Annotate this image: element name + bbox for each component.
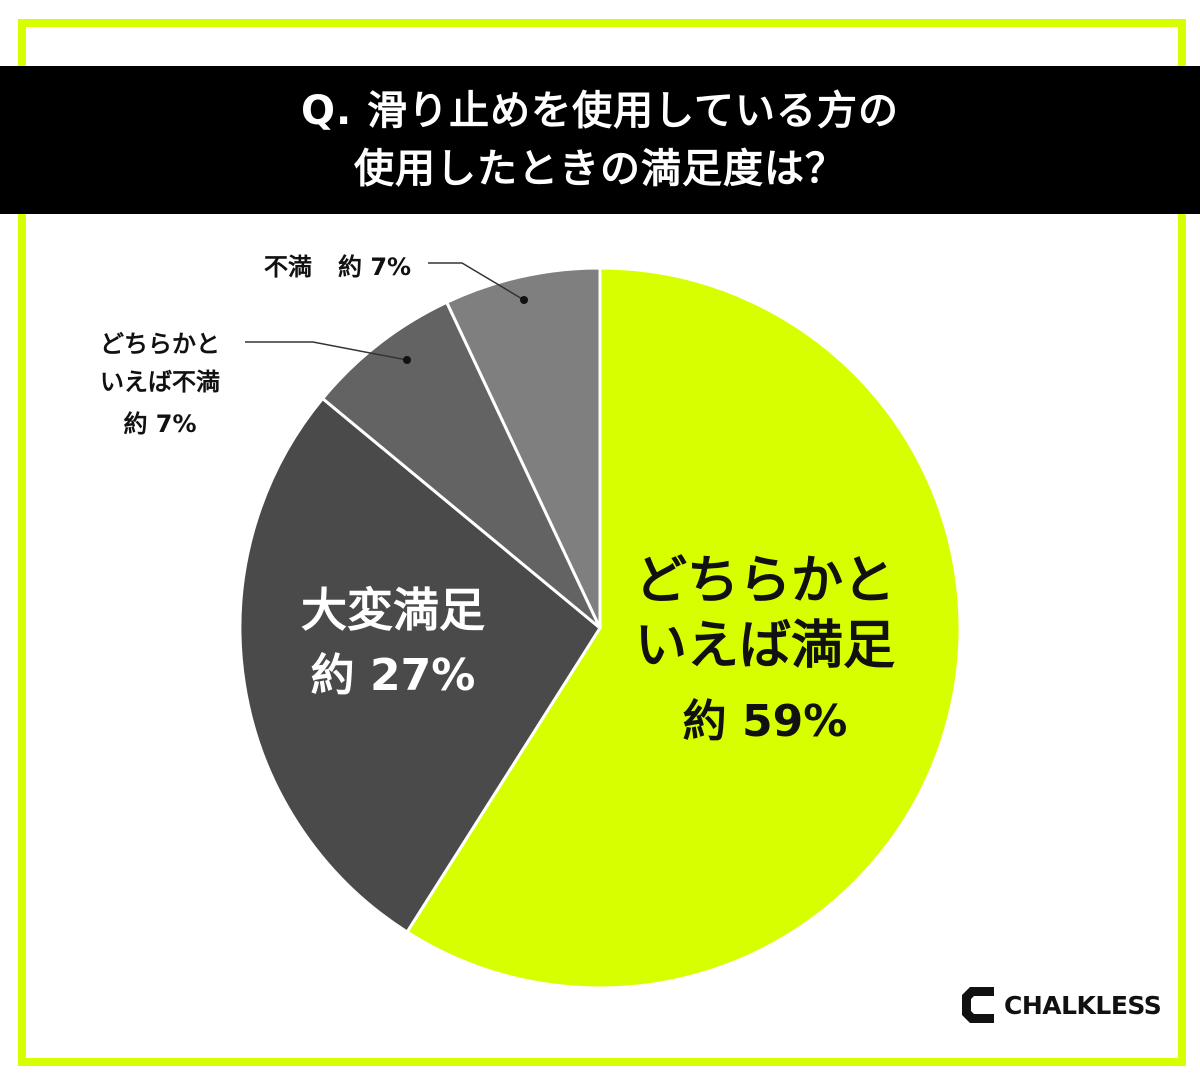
slice-value-dissatisfied: 約 7% [338,253,411,281]
slice-label-somewhat-dissatisfied-line-2: いえば不満 [100,368,220,396]
leader-dot-dissatisfied [520,296,528,304]
slice-value-somewhat-satisfied: 約 59% [683,696,848,747]
title-band: Q. 滑り止めを使用している方の 使用したときの満足度は？ [0,66,1200,214]
slice-label-very-satisfied-line-1: 大変満足 [301,583,485,637]
slice-label-somewhat-dissatisfied-line-1: どちらかと [100,330,220,358]
slice-label-dissatisfied-line-1: 不満 [264,253,312,281]
slice-label-somewhat-satisfied-line-1: どちらかと [635,551,895,611]
leader-dot-somewhat-dissatisfied [403,356,411,364]
slice-value-very-satisfied: 約 27% [311,650,476,701]
chalkless-logo-icon [962,987,994,1023]
pie-slice-very-satisfied [238,396,602,935]
pie-slice-somewhat-satisfied [405,266,962,990]
chalkless-logo: CHALKLESS [960,985,1162,1025]
title-line-2: 使用したときの満足度は？ [354,146,846,192]
slice-label-somewhat-satisfied-line-2: いえば満足 [635,616,895,676]
title-line-1: Q. 滑り止めを使用している方の [301,88,899,134]
pie-slice-dissatisfied [444,266,602,629]
slice-value-somewhat-dissatisfied: 約 7% [123,410,196,438]
leader-line-dissatisfied [428,262,525,301]
leader-line-somewhat-dissatisfied [245,341,408,361]
logo-text: CHALKLESS [1004,990,1162,1020]
pie-slice-somewhat-dissatisfied [320,300,602,630]
